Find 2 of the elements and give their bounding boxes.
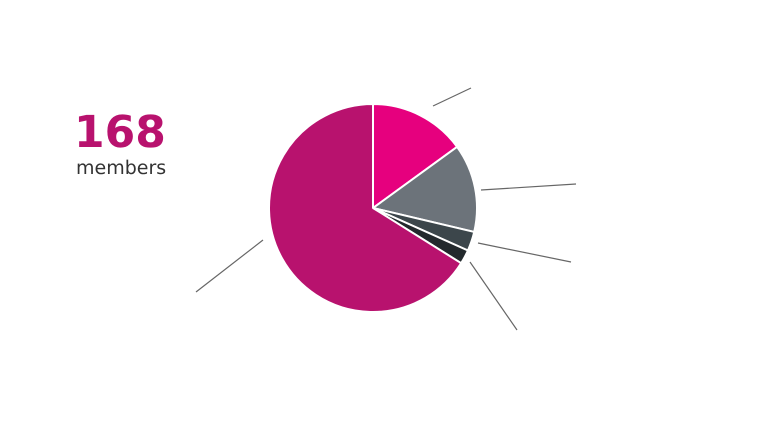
text: 168 (74, 107, 166, 158)
text: members (76, 157, 166, 179)
